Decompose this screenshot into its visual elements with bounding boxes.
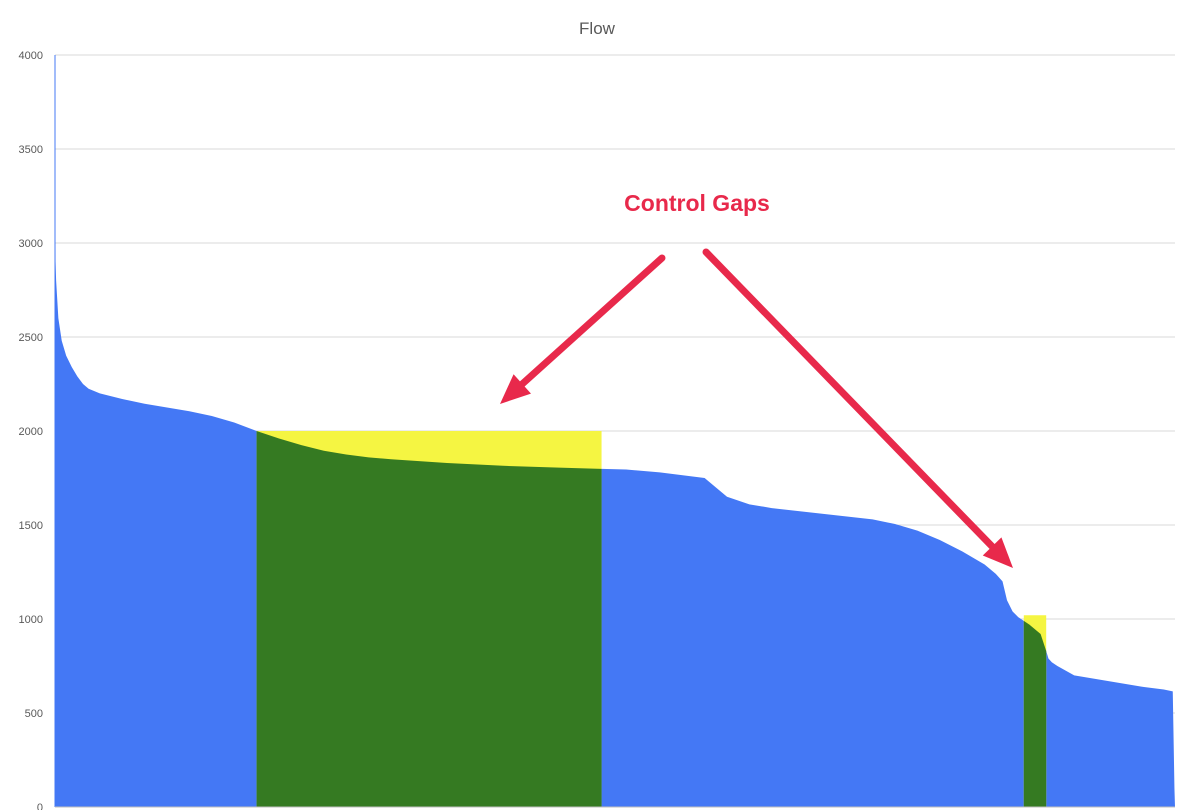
highlight-fill-1	[256, 431, 602, 807]
series-area	[54, 55, 1175, 807]
y-tick-label-4000: 4000	[19, 50, 43, 62]
annotation: Control Gaps	[500, 190, 1013, 568]
y-tick-label-1500: 1500	[19, 520, 43, 532]
y-tick-label-500: 500	[25, 708, 43, 720]
chart-title: Flow	[579, 19, 616, 38]
y-tick-label-0: 0	[37, 802, 43, 810]
y-tick-label-3000: 3000	[19, 238, 43, 250]
arrow-left-shaft	[518, 254, 666, 388]
arrow-right-head	[982, 537, 1013, 568]
y-tick-label-2000: 2000	[19, 426, 43, 438]
y-tick-label-3500: 3500	[19, 144, 43, 156]
highlight-fill-2	[1023, 620, 1047, 807]
arrow-right-shaft	[702, 248, 996, 550]
arrow-left-head	[500, 374, 531, 404]
y-axis: 0 500 1000 1500 2000 2500 3000 3500 4000	[19, 50, 1175, 810]
y-tick-label-2500: 2500	[19, 332, 43, 344]
annotation-label: Control Gaps	[624, 190, 770, 216]
y-tick-label-1000: 1000	[19, 614, 43, 626]
